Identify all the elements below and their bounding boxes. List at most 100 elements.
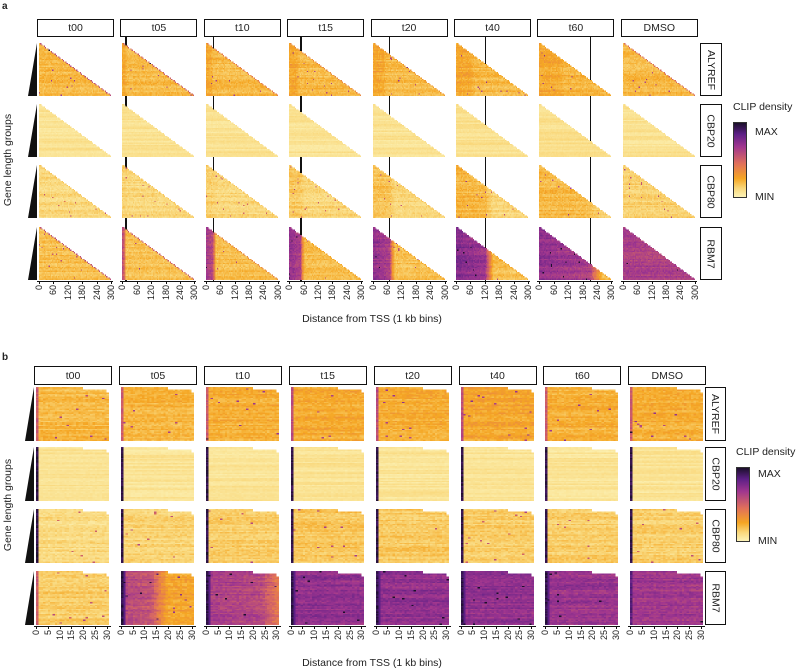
x-tick-label: 300 <box>689 285 700 301</box>
x-tick <box>167 626 169 629</box>
x-tick-label: 30 <box>186 630 197 641</box>
x-tick-label: 240 <box>425 285 436 301</box>
wave-front-line <box>213 37 215 281</box>
column-header-t05: t05 <box>120 19 198 37</box>
x-tick <box>677 626 679 629</box>
x-tick-label: 30 <box>356 630 367 641</box>
x-tick <box>637 281 639 284</box>
x-tick-label: 120 <box>479 285 490 301</box>
gene-length-wedge-icon <box>28 227 37 280</box>
heatmap-CBP20-t20 <box>375 447 449 501</box>
heatmap-ALYREF-t10 <box>205 387 279 441</box>
x-tick <box>361 626 363 629</box>
heatmap-CBP20-t05 <box>120 447 194 501</box>
heatmap-ALYREF-t05 <box>120 387 194 441</box>
column-header-label: t10 <box>234 22 250 34</box>
x-tick-label: 60 <box>131 285 142 296</box>
x-tick <box>700 626 702 629</box>
x-tick <box>592 626 594 629</box>
heatmap-CBP20-t05 <box>122 104 195 157</box>
column-header-t20: t20 <box>373 366 452 385</box>
heatmap-CBP80-t60 <box>545 509 619 563</box>
x-tick <box>53 281 55 284</box>
x-tick <box>332 281 334 284</box>
gene-length-wedge-icon <box>28 43 37 96</box>
column-header-t15: t15 <box>288 366 367 385</box>
column-header-label: t15 <box>320 369 335 382</box>
x-tick-label: 25 <box>684 630 695 641</box>
x-tick <box>582 281 584 284</box>
x-tick-label: 15 <box>490 630 501 641</box>
x-tick-label: 300 <box>356 285 367 301</box>
x-tick-label: 25 <box>514 630 525 641</box>
x-tick <box>71 626 73 629</box>
x-tick <box>484 281 486 284</box>
x-tick-label: 10 <box>648 630 659 641</box>
x-tick <box>349 626 351 629</box>
x-tick-label: 5 <box>127 630 138 636</box>
x-tick <box>277 281 279 284</box>
x-tick-label: 300 <box>439 285 450 301</box>
x-tick-label: 180 <box>410 285 421 301</box>
x-tick <box>513 281 515 284</box>
x-tick <box>263 281 265 284</box>
x-tick <box>229 626 231 629</box>
x-tick-label: 25 <box>429 630 440 641</box>
heatmap-CBP20-t40 <box>460 447 534 501</box>
x-tick-label: 10 <box>224 630 235 641</box>
x-tick-label: 5 <box>382 630 393 636</box>
x-tick <box>604 626 606 629</box>
heatmap-ALYREF-DMSO <box>630 387 704 441</box>
x-tick-label: 0 <box>31 630 41 636</box>
x-tick-label: 120 <box>313 285 323 301</box>
heatmap-CBP20-t00 <box>39 104 111 157</box>
x-tick-label: 20 <box>247 630 258 641</box>
gene-length-wedge-icon <box>25 509 34 563</box>
x-tick <box>401 281 403 284</box>
wave-front-line <box>125 37 127 281</box>
x-tick-label: 25 <box>89 630 100 641</box>
x-axis-line <box>373 626 451 628</box>
x-tick-label: 0 <box>115 630 126 636</box>
x-tick-label: 20 <box>162 630 173 641</box>
x-tick <box>387 626 389 629</box>
x-tick-label: 30 <box>611 630 622 641</box>
x-tick-label: 240 <box>341 285 352 301</box>
heatmap-CBP80-t60 <box>539 165 612 218</box>
x-tick-label: 0 <box>200 285 211 291</box>
column-header-t00: t00 <box>37 19 114 37</box>
x-tick-label: 0 <box>451 285 461 291</box>
x-tick-label: 30 <box>526 630 537 641</box>
x-tick-label: 0 <box>625 630 636 636</box>
x-tick-label: 180 <box>160 285 171 301</box>
x-tick <box>553 281 555 284</box>
x-tick-label: 5 <box>297 630 308 636</box>
heatmap-CBP20-t10 <box>205 447 279 501</box>
x-tick-label: 20 <box>672 630 683 641</box>
x-tick <box>539 281 541 284</box>
row-header-label: ALYREF <box>709 393 722 435</box>
x-tick <box>372 281 374 284</box>
x-tick-label: 60 <box>465 285 476 296</box>
column-header-label: t40 <box>485 22 500 34</box>
column-header-label: DMSO <box>651 369 684 382</box>
wave-front-line <box>388 37 390 281</box>
x-tick-label: 120 <box>646 285 657 301</box>
x-tick-label: 60 <box>215 285 226 296</box>
x-tick <box>361 281 363 284</box>
x-tick-label: 15 <box>66 630 77 641</box>
x-tick <box>220 281 222 284</box>
column-header-t40: t40 <box>458 366 537 385</box>
heatmap-ALYREF-t40 <box>460 387 534 441</box>
x-tick <box>205 281 207 284</box>
x-tick <box>132 626 134 629</box>
x-tick-label: 180 <box>494 285 505 301</box>
x-tick <box>528 281 529 284</box>
x-tick <box>434 626 436 629</box>
x-tick-label: 240 <box>258 285 269 301</box>
x-tick <box>36 626 37 629</box>
y-axis-title: Gene length groups <box>2 113 14 207</box>
row-header-label: CBP20 <box>705 113 717 148</box>
heatmap-RBM7-DMSO <box>630 571 704 625</box>
x-tick <box>630 626 632 629</box>
